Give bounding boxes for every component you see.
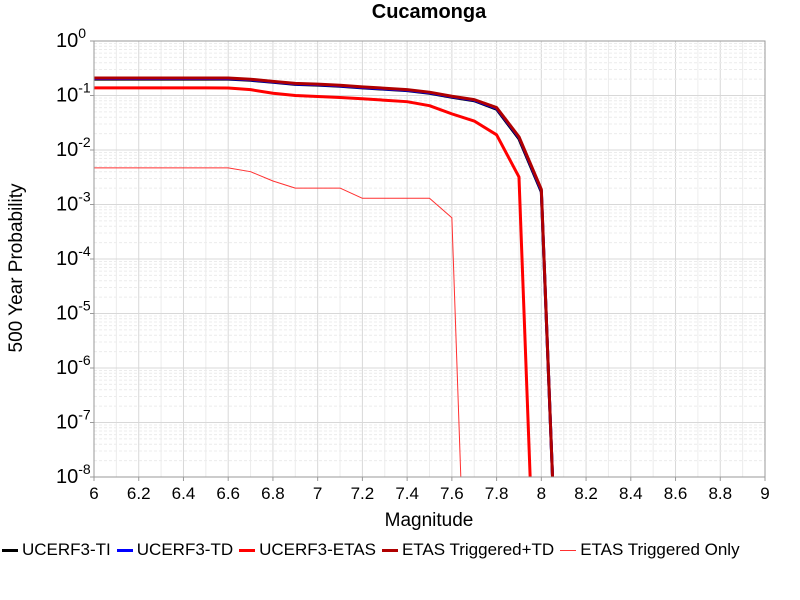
series-line-3 [94, 77, 555, 477]
legend-label: ETAS Triggered Only [580, 540, 740, 559]
legend-swatch [239, 548, 256, 552]
x-tick-label: 8.2 [574, 484, 598, 503]
y-tick-label: 100 [56, 25, 86, 52]
series-line-1 [94, 86, 532, 477]
series-line-2 [94, 77, 555, 477]
y-tick-label: 10-7 [56, 407, 91, 434]
x-tick-label: 7.8 [485, 484, 509, 503]
y-axis-label: 500 Year Probability [6, 183, 27, 353]
x-tick-label: 6.2 [127, 484, 151, 503]
y-tick-label: 10-1 [56, 80, 91, 107]
x-tick-label: 8.4 [619, 484, 643, 503]
x-tick-label: 8.8 [708, 484, 732, 503]
legend-swatch [2, 548, 18, 552]
y-tick-label: 10-2 [56, 134, 91, 161]
legend-swatch [381, 548, 398, 552]
legend-item: UCERF3-TI [2, 538, 111, 562]
legend-label: UCERF3-ETAS [259, 540, 376, 559]
x-tick-label: 8 [537, 484, 546, 503]
legend-item: UCERF3-ETAS [239, 538, 376, 562]
legend-swatch [560, 549, 577, 551]
y-tick-label: 10-4 [56, 243, 91, 270]
legend-item: UCERF3-TD [116, 538, 234, 562]
series-line-4 [94, 76, 555, 477]
y-axis-ticks: 100 10-1 10-2 10-3 10-4 10-5 10-6 10-7 10-8 [56, 25, 94, 488]
x-tick-label: 9 [760, 484, 769, 503]
x-axis-label: Magnitude [385, 510, 474, 531]
x-tick-label: 7.2 [351, 484, 375, 503]
y-tick-label: 10-8 [56, 461, 91, 488]
legend-label: UCERF3-TD [136, 540, 234, 559]
chart-title: Cucamonga [372, 1, 487, 23]
x-tick-label: 7.4 [395, 484, 419, 503]
x-tick-label: 6.6 [216, 484, 240, 503]
legend-label: ETAS Triggered+TD [401, 540, 555, 559]
y-tick-label: 10-3 [56, 189, 91, 216]
x-tick-label: 6.8 [261, 484, 285, 503]
series-lines [94, 76, 555, 477]
series-line-5 [94, 167, 462, 477]
x-tick-label: 8.6 [664, 484, 688, 503]
x-tick-label: 7.6 [440, 484, 464, 503]
grid [93, 40, 766, 478]
y-tick-label: 10-6 [56, 352, 91, 379]
x-tick-label: 7 [313, 484, 322, 503]
legend: UCERF3-TI UCERF3-TD UCERF3-ETAS ETAS Trigge… [2, 538, 798, 562]
legend-label: UCERF3-TI [22, 540, 111, 559]
x-tick-label: 6 [89, 484, 98, 503]
y-tick-label: 10-5 [56, 298, 91, 325]
legend-swatch [116, 548, 133, 552]
x-tick-label: 6.4 [172, 484, 196, 503]
x-axis-ticks: 6 6.2 6.4 6.6 6.8 7 7.2 7.4 7.6 7.8 8 8.2 8.4 8.6 8.8 9 [89, 477, 770, 503]
legend-item: ETAS Triggered+TD [381, 538, 555, 562]
legend-item: ETAS Triggered Only [560, 538, 740, 562]
